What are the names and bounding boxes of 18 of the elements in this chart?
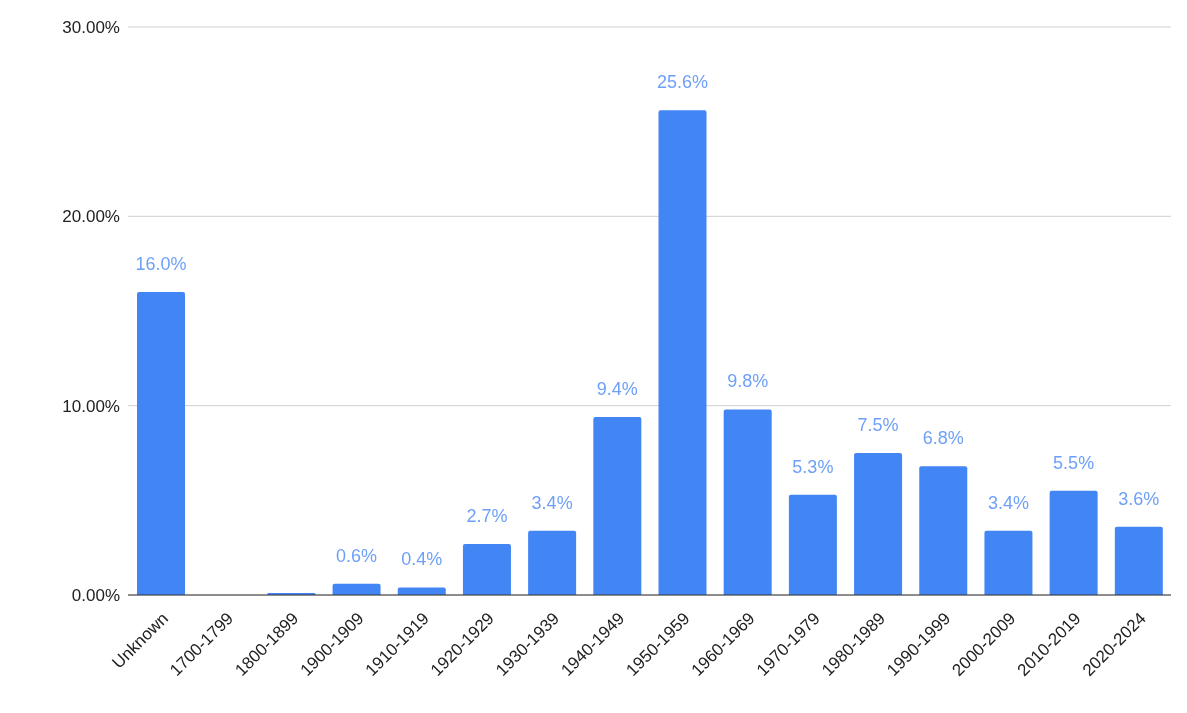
data-label: 5.5% (1053, 452, 1095, 473)
data-label: 3.4% (987, 492, 1029, 513)
data-label: 0.6% (336, 545, 378, 566)
y-tick-label: 10.00% (62, 396, 120, 416)
data-label: 16.0% (135, 254, 187, 275)
data-label: 25.6% (656, 72, 709, 93)
data-label: 0.4% (401, 549, 443, 570)
y-tick-label: 30.00% (62, 18, 120, 38)
data-label: 3.4% (531, 492, 573, 513)
data-label: 5.3% (792, 456, 834, 477)
data-label: 7.5% (857, 415, 899, 435)
y-tick-label: 20.00% (62, 207, 120, 227)
data-label: 3.6% (1118, 488, 1160, 509)
data-label: 2.7% (466, 505, 508, 526)
data-label: 6.8% (922, 428, 964, 449)
data-label: 9.8% (727, 371, 769, 392)
y-tick-label: 0.00% (71, 586, 120, 606)
data-label: 9.4% (596, 379, 638, 400)
